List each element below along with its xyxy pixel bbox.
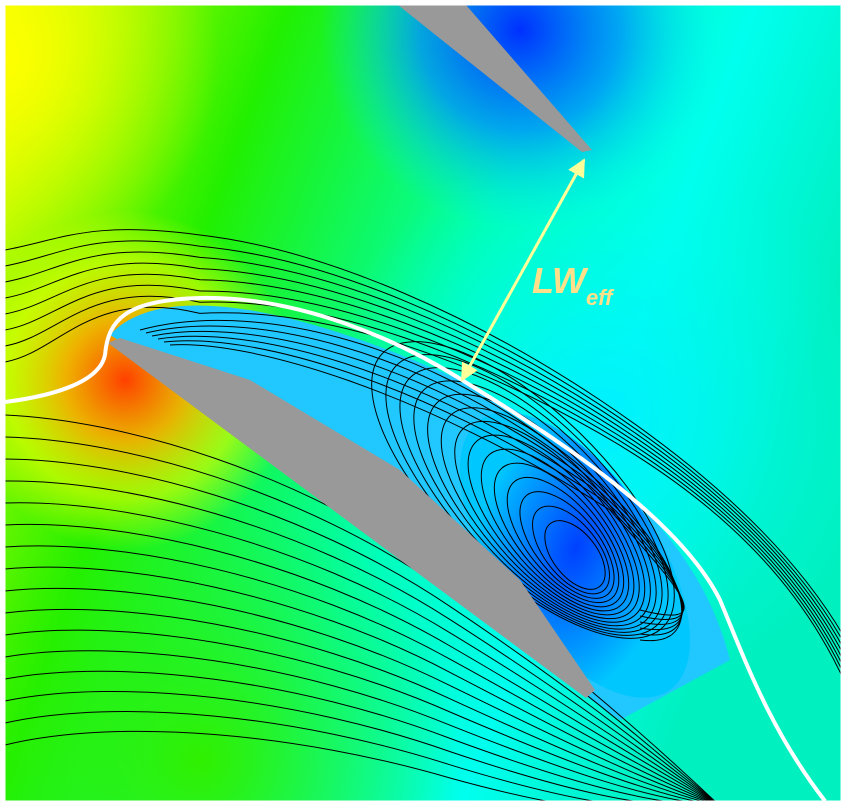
separation-line	[4, 295, 827, 803]
streamline	[4, 650, 721, 806]
streamline	[151, 330, 683, 630]
streamline	[4, 566, 721, 806]
streamline	[467, 434, 635, 616]
streamline	[4, 262, 846, 660]
width-label: LWeff	[532, 260, 615, 310]
streamline	[4, 523, 721, 806]
streamline	[4, 711, 720, 806]
streamline	[544, 520, 606, 590]
streamline	[532, 505, 610, 595]
streamline	[4, 251, 846, 654]
streamline	[519, 491, 615, 599]
streamline	[4, 480, 721, 806]
streamline	[480, 448, 630, 612]
streamline	[506, 476, 620, 604]
streamline	[4, 229, 846, 641]
streamline	[4, 306, 846, 686]
streamline	[4, 273, 846, 666]
streamline	[4, 670, 721, 806]
width-arrow	[460, 158, 586, 382]
streamline	[139, 319, 683, 642]
streamline	[4, 587, 721, 806]
streamline	[4, 629, 721, 806]
label-main: LW	[532, 260, 589, 301]
streamline	[4, 240, 846, 647]
streamline	[4, 284, 846, 673]
streamline	[440, 407, 646, 623]
lower-blade	[108, 338, 595, 698]
streamline	[4, 545, 721, 806]
vortex-core	[459, 412, 691, 698]
streamline	[4, 295, 846, 679]
streamline	[4, 458, 721, 806]
streamline	[493, 462, 625, 608]
upper-blade	[398, 5, 592, 152]
streamline	[427, 393, 651, 627]
streamline	[169, 344, 685, 616]
label-subscript: eff	[586, 285, 615, 310]
streamline	[157, 335, 684, 625]
streamline	[4, 502, 721, 806]
streamline	[4, 608, 721, 806]
streamlines	[4, 229, 846, 806]
streamline	[4, 730, 720, 806]
streamline	[163, 340, 684, 620]
